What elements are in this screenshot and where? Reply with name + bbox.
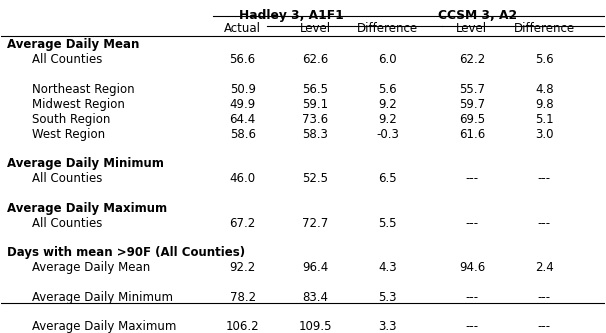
Text: 9.2: 9.2	[378, 113, 397, 126]
Text: 67.2: 67.2	[230, 216, 256, 229]
Text: 64.4: 64.4	[230, 113, 256, 126]
Text: ---: ---	[465, 172, 479, 185]
Text: All Counties: All Counties	[32, 53, 102, 66]
Text: Average Daily Maximum: Average Daily Maximum	[7, 202, 167, 215]
Text: Midwest Region: Midwest Region	[32, 98, 124, 111]
Text: 49.9: 49.9	[230, 98, 256, 111]
Text: 5.3: 5.3	[378, 291, 397, 304]
Text: All Counties: All Counties	[32, 216, 102, 229]
Text: 94.6: 94.6	[459, 261, 485, 274]
Text: 5.1: 5.1	[535, 113, 554, 126]
Text: 96.4: 96.4	[302, 261, 328, 274]
Text: South Region: South Region	[32, 113, 110, 126]
Text: 52.5: 52.5	[302, 172, 328, 185]
Text: 9.8: 9.8	[535, 98, 554, 111]
Text: 3.3: 3.3	[378, 320, 397, 333]
Text: Average Daily Minimum: Average Daily Minimum	[7, 157, 164, 170]
Text: 69.5: 69.5	[459, 113, 485, 126]
Text: 61.6: 61.6	[459, 128, 485, 141]
Text: 5.6: 5.6	[535, 53, 554, 66]
Text: 56.6: 56.6	[230, 53, 256, 66]
Text: 4.3: 4.3	[378, 261, 397, 274]
Text: Days with mean >90F (All Counties): Days with mean >90F (All Counties)	[7, 246, 245, 259]
Text: Difference: Difference	[514, 22, 575, 35]
Text: ---: ---	[465, 291, 479, 304]
Text: 59.7: 59.7	[459, 98, 485, 111]
Text: Actual: Actual	[224, 22, 261, 35]
Text: 9.2: 9.2	[378, 98, 397, 111]
Text: Average Daily Mean: Average Daily Mean	[7, 39, 140, 52]
Text: ---: ---	[465, 216, 479, 229]
Text: West Region: West Region	[32, 128, 105, 141]
Text: 72.7: 72.7	[302, 216, 328, 229]
Text: 4.8: 4.8	[535, 83, 554, 96]
Text: -0.3: -0.3	[376, 128, 399, 141]
Text: Northeast Region: Northeast Region	[32, 83, 134, 96]
Text: Average Daily Mean: Average Daily Mean	[32, 261, 150, 274]
Text: 6.0: 6.0	[378, 53, 397, 66]
Text: Level: Level	[456, 22, 487, 35]
Text: 56.5: 56.5	[302, 83, 328, 96]
Text: Level: Level	[299, 22, 331, 35]
Text: 62.6: 62.6	[302, 53, 328, 66]
Text: All Counties: All Counties	[32, 172, 102, 185]
Text: 5.5: 5.5	[378, 216, 397, 229]
Text: 59.1: 59.1	[302, 98, 328, 111]
Text: 83.4: 83.4	[302, 291, 328, 304]
Text: 73.6: 73.6	[302, 113, 328, 126]
Text: CCSM 3, A2: CCSM 3, A2	[438, 9, 518, 22]
Text: 58.3: 58.3	[302, 128, 328, 141]
Text: 50.9: 50.9	[230, 83, 256, 96]
Text: Hadley 3, A1F1: Hadley 3, A1F1	[239, 9, 344, 22]
Text: 3.0: 3.0	[535, 128, 553, 141]
Text: 106.2: 106.2	[226, 320, 259, 333]
Text: ---: ---	[538, 172, 551, 185]
Text: 5.6: 5.6	[378, 83, 397, 96]
Text: ---: ---	[538, 291, 551, 304]
Text: 92.2: 92.2	[230, 261, 256, 274]
Text: ---: ---	[538, 320, 551, 333]
Text: 78.2: 78.2	[230, 291, 256, 304]
Text: 46.0: 46.0	[230, 172, 256, 185]
Text: Average Daily Minimum: Average Daily Minimum	[32, 291, 173, 304]
Text: Difference: Difference	[357, 22, 418, 35]
Text: 2.4: 2.4	[535, 261, 554, 274]
Text: 58.6: 58.6	[230, 128, 256, 141]
Text: ---: ---	[465, 320, 479, 333]
Text: 62.2: 62.2	[459, 53, 485, 66]
Text: 55.7: 55.7	[459, 83, 485, 96]
Text: 6.5: 6.5	[378, 172, 397, 185]
Text: Average Daily Maximum: Average Daily Maximum	[32, 320, 176, 333]
Text: ---: ---	[538, 216, 551, 229]
Text: 109.5: 109.5	[298, 320, 332, 333]
